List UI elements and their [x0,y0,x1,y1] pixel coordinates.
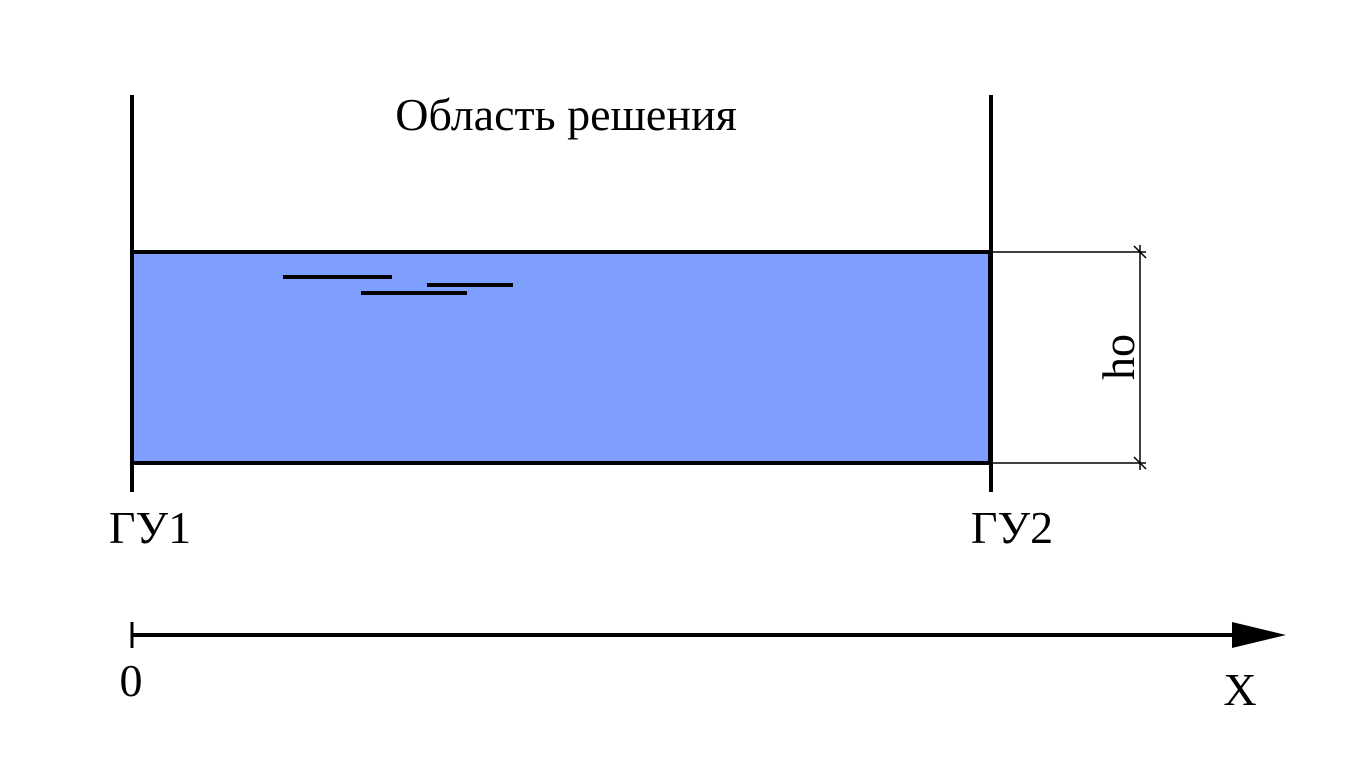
depth-tick-top [1133,245,1147,259]
depth-dimension [991,245,1147,470]
water-surface-marks [283,275,513,295]
x-axis-label: X [1223,664,1256,715]
depth-tick-bottom [1133,456,1147,470]
right-boundary-label: ГУ2 [971,502,1053,553]
diagram-title: Область решения [395,89,737,140]
water-region [130,250,992,465]
left-boundary-label: ГУ1 [109,502,191,553]
depth-label: ho [1093,334,1144,380]
x-axis-arrowhead [1232,622,1286,648]
origin-label: 0 [120,655,143,706]
